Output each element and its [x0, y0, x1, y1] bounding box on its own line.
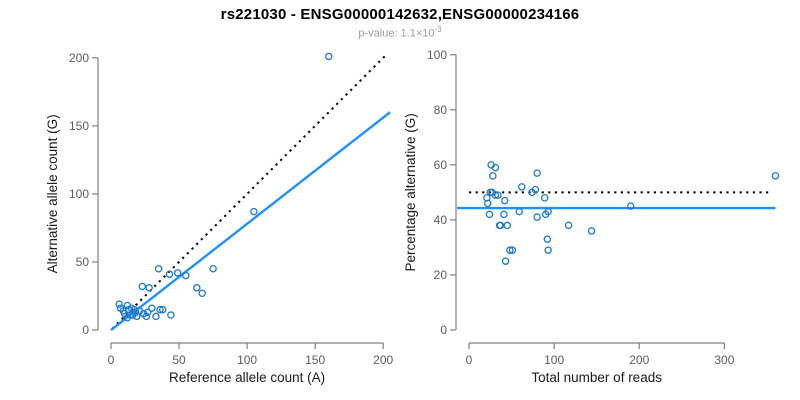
y-tick-label: 200 — [69, 51, 89, 65]
fit-line — [110, 111, 391, 331]
y-tick-label: 50 — [76, 255, 90, 269]
data-point — [489, 172, 497, 180]
x-tick-label: 0 — [108, 353, 115, 367]
y-tick-label: 0 — [440, 323, 447, 337]
data-point — [158, 305, 167, 314]
data-point — [198, 289, 206, 298]
data-point — [518, 183, 526, 191]
plot-title: rs221030 - ENSG00000142632,ENSG000002341… — [220, 6, 580, 23]
data-point — [148, 304, 156, 312]
data-point — [167, 311, 175, 319]
data-point — [500, 210, 508, 219]
x-axis-title: Total number of reads — [531, 370, 662, 385]
y-tick-label: 0 — [82, 323, 89, 337]
data-point — [543, 235, 552, 243]
x-tick-label: 50 — [172, 353, 186, 367]
y-axis-title: Alternative allele count (G) — [45, 114, 60, 273]
data-point — [152, 312, 160, 321]
data-point — [771, 172, 780, 180]
data-point — [209, 265, 217, 273]
data-point — [494, 191, 502, 199]
pvalue-label: p-value: 1.1×10 — [358, 27, 435, 40]
data-point — [192, 284, 201, 292]
data-point — [154, 265, 163, 273]
percentage-scatter-panel: 0 20 40 60 80 100 0 100 200 300 Total number of re… — [403, 48, 780, 385]
data-point — [541, 210, 550, 219]
data-point — [182, 271, 190, 280]
data-point — [483, 199, 492, 208]
x-tick-label: 100 — [544, 353, 564, 367]
data-point — [250, 207, 258, 216]
data-point — [533, 213, 541, 221]
data-point — [142, 312, 151, 321]
data-point — [533, 169, 541, 177]
y-axis-title: Percentage alternative (G) — [403, 113, 418, 271]
data-point — [564, 221, 573, 230]
data-point — [173, 269, 182, 277]
x-tick-label: 0 — [466, 353, 473, 367]
y-tick-label: 60 — [434, 158, 448, 172]
y-tick-label: 150 — [69, 119, 89, 133]
x-tick-label: 200 — [629, 353, 649, 367]
y-tick-label: 100 — [69, 187, 89, 201]
data-point — [131, 308, 140, 317]
data-point — [145, 284, 153, 292]
data-point — [156, 305, 164, 314]
data-point — [544, 246, 552, 254]
data-point — [491, 163, 500, 172]
x-tick-label: 200 — [373, 353, 393, 367]
data-point — [501, 196, 509, 205]
data-point — [508, 246, 517, 254]
y-tick-label: 100 — [427, 48, 447, 62]
data-point — [587, 227, 596, 235]
data-point — [491, 191, 500, 199]
allele-count-scatter-panel: 0 50 100 150 200 0 50 100 150 200 Reference allele… — [45, 51, 394, 385]
x-tick-label: 100 — [237, 353, 257, 367]
data-point — [165, 270, 174, 278]
data-point — [138, 282, 147, 291]
data-point — [515, 207, 523, 216]
data-point — [325, 52, 333, 61]
y-tick-label: 40 — [434, 213, 448, 227]
data-point — [626, 202, 635, 210]
data-point — [115, 300, 123, 308]
x-axis-title: Reference allele count (A) — [169, 370, 325, 385]
data-point — [503, 221, 512, 230]
data-point — [501, 257, 510, 265]
data-point — [506, 246, 514, 254]
data-point — [541, 194, 549, 202]
y-tick-label: 20 — [434, 268, 448, 282]
plot-subtitle: p-value: 1.1×10-3 — [0, 25, 800, 40]
data-point — [143, 308, 152, 317]
identity-line — [111, 53, 388, 330]
y-tick-label: 80 — [434, 103, 448, 117]
pvalue-exponent: -3 — [434, 25, 442, 34]
data-point — [531, 185, 540, 194]
data-point — [485, 210, 494, 219]
x-tick-label: 150 — [305, 353, 325, 367]
x-tick-label: 300 — [714, 353, 734, 367]
